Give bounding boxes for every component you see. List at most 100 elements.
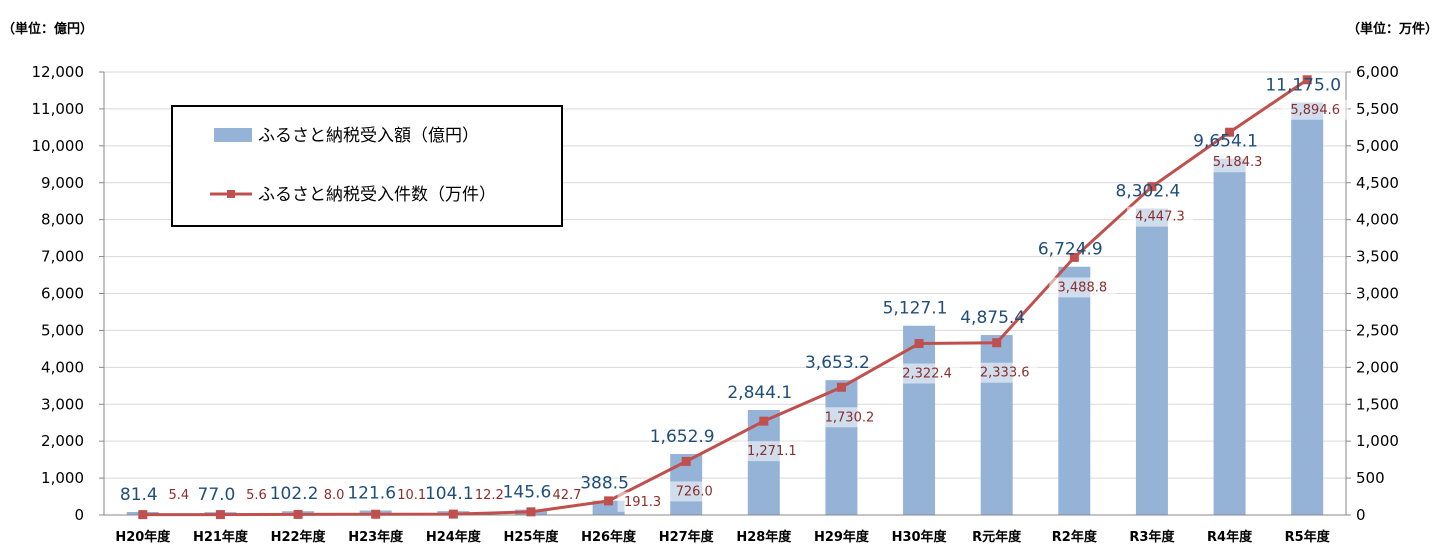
x-axis-tick-label: R5年度: [1285, 529, 1331, 545]
line-data-label: 12.2: [475, 488, 504, 503]
left-axis-tick-label: 3,000: [41, 395, 84, 413]
left-axis-tick-label: 4,000: [41, 358, 84, 376]
line-data-label-bg: [617, 491, 668, 512]
line-point: [293, 509, 303, 519]
line-data-label: 191.3: [624, 495, 661, 510]
x-axis-tick-label: H21年度: [193, 529, 249, 545]
line-data-label-bg: [1126, 206, 1193, 227]
bar: [1213, 158, 1246, 515]
legend-box: [171, 105, 563, 227]
line-data-label: 2,333.6: [980, 366, 1030, 381]
bar-data-label: 11,175.0: [1265, 75, 1341, 95]
bar-data-label: 388.5: [580, 474, 629, 494]
right-axis-tick-label: 0: [1356, 506, 1366, 524]
line-point: [526, 507, 536, 517]
line-data-label-bg: [1204, 152, 1271, 173]
line-data-label-bg: [669, 481, 720, 502]
right-axis-tick-label: 1,500: [1356, 395, 1399, 413]
bar: [1058, 266, 1091, 515]
line-data-label-bg: [894, 363, 961, 384]
line-series: [138, 75, 1312, 520]
bar-data-label: 4,875.4: [960, 308, 1025, 328]
bar-data-label: 1,652.9: [650, 427, 715, 447]
right-axis-unit-label: （単位：万件）: [1347, 21, 1438, 37]
bar-data-label: 104.1: [425, 484, 474, 504]
data-labels: 81.4 77.0 102.2 121.6 104.1 145.6 388.5 1,652.9…: [120, 75, 1349, 512]
bar-data-label: 8,302.4: [1115, 182, 1180, 202]
line-point: [759, 416, 769, 426]
x-axis-tick-label: H29年度: [814, 529, 870, 545]
x-axis-tick-label: R3年度: [1129, 529, 1175, 545]
line-point: [215, 510, 225, 520]
legend-bar-swatch: [214, 128, 252, 142]
axes: 0 0 1,000 500 2,000 1,000 3,000 1,500 4,000 2,000…: [32, 63, 1399, 545]
left-axis-tick-label: 1,000: [41, 469, 84, 487]
line-point: [1302, 75, 1312, 85]
left-axis-tick-label: 7,000: [41, 248, 84, 266]
legend-bar-label: ふるさと納税受入額（億円）: [258, 126, 479, 146]
line-point: [371, 509, 381, 519]
bar: [592, 500, 625, 515]
x-axis-tick-label: H20年度: [115, 529, 171, 545]
bar: [1135, 208, 1168, 516]
bar-data-label: 81.4: [120, 485, 158, 505]
bar: [825, 380, 858, 515]
left-axis-tick-label: 10,000: [32, 137, 85, 155]
bar-data-label: 102.2: [270, 484, 319, 504]
right-axis-tick-label: 5,500: [1356, 100, 1399, 118]
left-axis-tick-label: 0: [74, 506, 84, 524]
left-axis-tick-label: 8,000: [41, 211, 84, 229]
right-axis-tick-label: 1,000: [1356, 432, 1399, 450]
bar-data-label: 77.0: [198, 485, 236, 505]
bar-data-label: 121.6: [347, 484, 396, 504]
bar-data-label: 6,724.9: [1038, 240, 1103, 260]
right-axis-tick-label: 2,500: [1356, 321, 1399, 339]
left-axis-tick-label: 6,000: [41, 285, 84, 303]
x-axis-tick-label: H30年度: [892, 529, 948, 545]
right-axis-tick-label: 4,500: [1356, 174, 1399, 192]
x-axis-tick-label: R元年度: [972, 529, 1022, 545]
x-axis-tick-label: H25年度: [503, 529, 559, 545]
legend: ふるさと納税受入額（億円） ふるさと納税受入件数（万件）: [171, 105, 563, 227]
line-data-label-bg: [1049, 277, 1116, 298]
bar: [903, 325, 936, 515]
line-path: [142, 78, 1309, 517]
legend-line-label: ふるさと納税受入件数（万件）: [258, 185, 496, 205]
left-axis-unit-label: （単位：億円）: [2, 21, 93, 37]
bar-data-label: 3,653.2: [805, 353, 870, 373]
line-data-label-bg: [816, 407, 883, 428]
legend-line-marker: [227, 190, 235, 198]
line-data-label-bg: [738, 441, 805, 462]
left-axis-tick-label: 5,000: [41, 321, 84, 339]
line-data-label: 10.1: [397, 488, 426, 503]
line-data-label: 8.0: [324, 488, 345, 503]
x-axis-tick-label: H24年度: [426, 529, 482, 545]
line-data-label-bg: [1282, 99, 1349, 120]
line-data-label: 1,271.1: [747, 444, 797, 459]
right-axis-tick-label: 5,000: [1356, 137, 1399, 155]
line-data-label: 5,184.3: [1213, 155, 1263, 170]
line-data-label: 1,730.2: [825, 410, 875, 425]
bar: [980, 335, 1013, 515]
bar-data-label: 145.6: [503, 483, 552, 503]
line-data-label: 4,447.3: [1135, 210, 1185, 225]
x-axis-tick-label: H28年度: [736, 529, 792, 545]
x-axis-tick-label: H27年度: [659, 529, 715, 545]
line-point: [914, 339, 924, 349]
line-point: [992, 338, 1002, 348]
line-data-label-bg: [971, 362, 1038, 383]
line-data-label: 3,488.8: [1058, 280, 1108, 295]
line-point: [604, 496, 614, 506]
right-axis-tick-label: 500: [1356, 469, 1385, 487]
x-axis-tick-label: H26年度: [581, 529, 637, 545]
left-axis-tick-label: 2,000: [41, 432, 84, 450]
line-data-label: 2,322.4: [902, 367, 952, 382]
left-axis-tick-label: 9,000: [41, 174, 84, 192]
line-data-label: 5,894.6: [1290, 103, 1340, 118]
right-axis-tick-label: 3,500: [1356, 248, 1399, 266]
bar-data-label: 9,654.1: [1193, 132, 1258, 152]
line-point: [681, 456, 691, 466]
bar-data-label: 2,844.1: [727, 383, 792, 403]
